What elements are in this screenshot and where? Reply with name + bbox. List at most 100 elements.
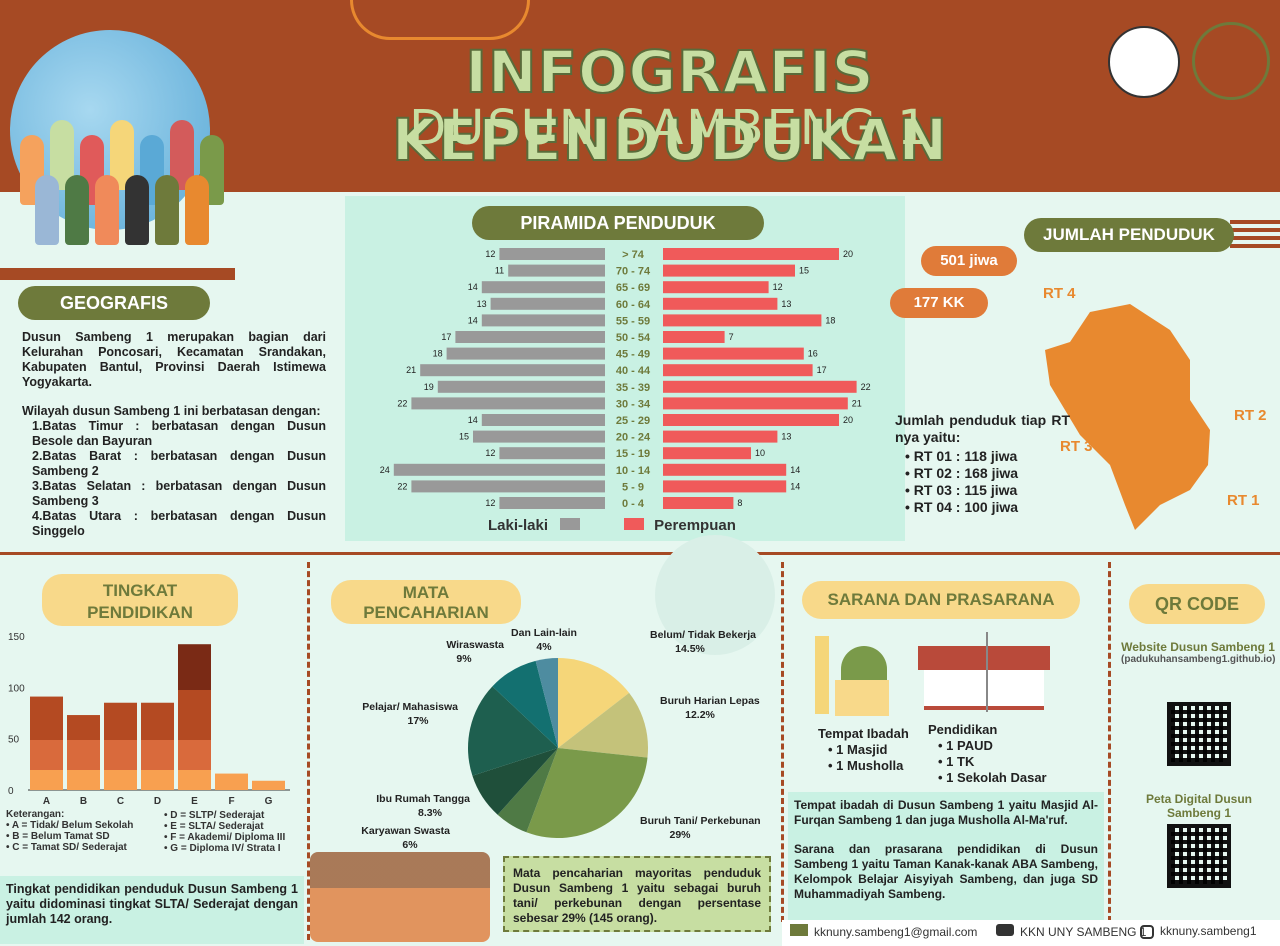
edu-xtick-label: E [191,796,198,807]
pyramid-value-male: 12 [485,249,495,259]
legend-female-swatch [624,518,644,530]
pyramid-value-male: 14 [468,315,478,325]
border-item: 3.Batas Selatan : berbatasan dengan Dusu… [32,479,326,508]
rt-summary: Jumlah penduduk tiap RT nya yaitu: • RT … [895,412,1070,516]
pyramid-bar-male [437,380,605,393]
email-text: kknuny.sambeng1@gmail.com [814,925,978,939]
map-label-rt3: RT 3 [1060,438,1093,455]
pyramid-value-male: 15 [459,432,469,442]
edu-xtick-label: C [117,796,124,807]
pyramid-bar-female [663,331,725,343]
divider-mid [781,562,784,922]
pie-label: Ibu Rumah Tangga [376,793,470,805]
sarana-title: SARANA DAN PRASARANA [802,581,1080,619]
pyramid-age-label: 0 - 4 [622,498,645,510]
footer-instagram[interactable]: kknuny.sambeng1 [1140,924,1257,939]
pyramid-age-label: 30 - 34 [616,398,651,410]
pyramid-bar-female [663,447,751,460]
qr-peta-label: Peta Digital Dusun Sambeng 1 [1131,792,1267,820]
pie-pct-label: 29% [669,829,691,841]
ibadah-item: • 1 Musholla [828,758,904,773]
pyramid-value-female: 20 [843,415,853,425]
qr-peta[interactable] [1167,824,1231,888]
pyramid-bar-male [411,480,605,493]
borders-list: 1.Batas Timur : berbatasan dengan Dusun … [22,419,326,539]
keterangan-item: • G = Diploma IV/ Strata I [164,843,281,854]
mail-icon [790,924,808,936]
pyramid-age-label: > 74 [622,249,645,261]
pie-slice [468,686,558,776]
education-chart: 0 50 100 150 A B C D E F G [8,632,290,807]
pyramid-value-female: 8 [737,498,742,508]
pyramid-age-label: 35 - 39 [616,382,650,394]
pyramid-value-male: 12 [485,448,495,458]
market-illustration [310,852,490,942]
qr-title: QR CODE [1129,584,1265,624]
geografis-p1: Dusun Sambeng 1 merupakan bagian dari Ke… [22,330,326,389]
pyramid-bar-female [663,414,839,426]
cloud-decor [350,0,530,40]
qr-peta-title: Peta Digital Dusun Sambeng 1 [1145,792,1252,820]
pyramid-value-female: 13 [781,299,791,309]
pyramid-value-male: 17 [441,332,451,342]
pyramid-value-male: 11 [495,266,504,276]
geografis-stripe [0,268,235,280]
pyramid-bar-male [499,447,605,460]
edu-ytick-label: 150 [8,632,25,643]
pyramid-value-female: 21 [852,398,862,408]
youtube-icon [996,924,1014,936]
footer-email[interactable]: kknuny.sambeng1@gmail.com [790,924,977,939]
pencaharian-title-2: PENCAHARIAN [363,603,489,622]
pie-label: Belum/ Tidak Bekerja [650,629,756,641]
pendidikan-block: Pendidikan • 1 PAUD • 1 TK • 1 Sekolah Das… [928,722,1047,786]
pendidikan-summary: Tingkat pendidikan penduduk Dusun Samben… [6,882,298,926]
qr-website[interactable] [1167,702,1231,766]
pyramid-bar-female [663,264,795,277]
jumlah-title: JUMLAH PENDUDUK [1024,218,1234,252]
legend-male-swatch [560,518,581,530]
pie-label: Dan Lain-lain [511,627,577,639]
pyramid-bar-male [499,248,605,260]
footer-youtube[interactable]: KKN UNY SAMBENG 1 [996,924,1146,939]
keterangan-item: • D = SLTP/ Sederajat [164,810,265,821]
pyramid-value-male: 19 [424,382,434,392]
pie-pct-label: 14.5% [675,643,705,655]
legend-female: Perempuan [624,517,736,534]
pie-label: Pelajar/ Mahasiswa [362,701,458,713]
rt-intro: Jumlah penduduk tiap RT nya yaitu: [895,412,1070,445]
pie-pct-label: 8.3% [418,807,443,819]
pyramid-bar-female [663,347,804,360]
pyramid-bar-female [663,314,822,327]
edu-bar-segment [215,773,248,790]
divider-right [1108,562,1111,922]
qr-website-label: Website Dusun Sambeng 1 (padukuhansamben… [1121,640,1275,665]
pyramid-value-female: 16 [808,349,818,359]
pyramid-bar-female [663,397,848,410]
pendidikan-title-2: PENDIDIKAN [87,603,193,622]
workers-icon [655,535,775,655]
pyramid-age-label: 20 - 24 [616,432,651,444]
border-item: 1.Batas Timur : berbatasan dengan Dusun … [32,419,326,448]
pyramid-age-label: 45 - 49 [616,349,650,361]
keterangan-item: • A = Tidak/ Belum Sekolah [6,820,134,831]
map-label-rt1: RT 1 [1227,492,1260,509]
pencaharian-title-1: MATA [402,583,450,602]
edu-bar-segment [30,770,63,790]
keterangan: Keterangan: • A = Tidak/ Belum Sekolah • … [6,809,306,854]
legend-male-label: Laki-laki [488,517,549,534]
geografis-title: GEOGRAFIS [18,286,210,320]
edu-bar-segment [178,690,211,740]
jiwa-badge: 501 jiwa [921,246,1017,276]
pie-slice [472,748,558,815]
pyramid-value-female: 14 [790,481,800,491]
pyramid-age-label: 65 - 69 [616,282,650,294]
pyramid-bar-male [411,397,605,410]
sarana-pendidikan-list: • 1 PAUD • 1 TK • 1 Sekolah Dasar [928,738,1047,786]
pyramid-value-male: 12 [485,498,495,508]
footer-bar [782,920,1280,946]
sarana-note-1: Tempat ibadah di Dusun Sambeng 1 yaitu M… [794,798,1098,827]
border-item: 4.Batas Utara : berbatasan dengan Dusun … [32,509,326,538]
pyramid-bar-male [446,347,605,360]
keterangan-item: • E = SLTA/ Sederajat [164,821,264,832]
pencaharian-summary-box: Mata pencaharian mayoritas penduduk Dusu… [503,856,771,932]
